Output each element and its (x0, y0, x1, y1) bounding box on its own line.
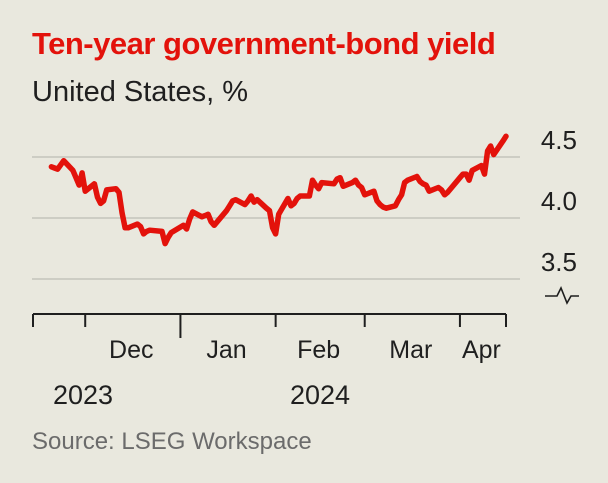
source-note: Source: LSEG Workspace (32, 428, 312, 455)
x-tick-label: Mar (389, 336, 432, 364)
x-tick-label: Apr (462, 336, 501, 364)
x-tick-labels: Dec Jan Feb Mar Apr (109, 336, 501, 364)
y-axis-labels: 3.5 4.0 4.5 (541, 125, 577, 277)
axis-break-icon (545, 286, 579, 305)
year-label: 2023 (53, 380, 113, 410)
y-tick-label: 4.0 (541, 186, 577, 216)
chart-subtitle: United States, % (32, 76, 248, 108)
x-tick-marks (32, 314, 507, 338)
chart-title: Ten-year government-bond yield (32, 26, 496, 61)
x-tick-label: Dec (109, 336, 153, 364)
y-tick-label: 4.5 (541, 125, 577, 155)
x-tick-label: Feb (297, 336, 340, 364)
x-axis: Dec Jan Feb Mar Apr 2023 2024 (32, 313, 507, 410)
x-tick-label: Jan (206, 336, 246, 364)
year-labels: 2023 2024 (53, 380, 350, 410)
y-tick-label: 3.5 (541, 247, 577, 277)
series-line-us-10y-yield (48, 133, 509, 247)
year-label: 2024 (290, 380, 350, 410)
